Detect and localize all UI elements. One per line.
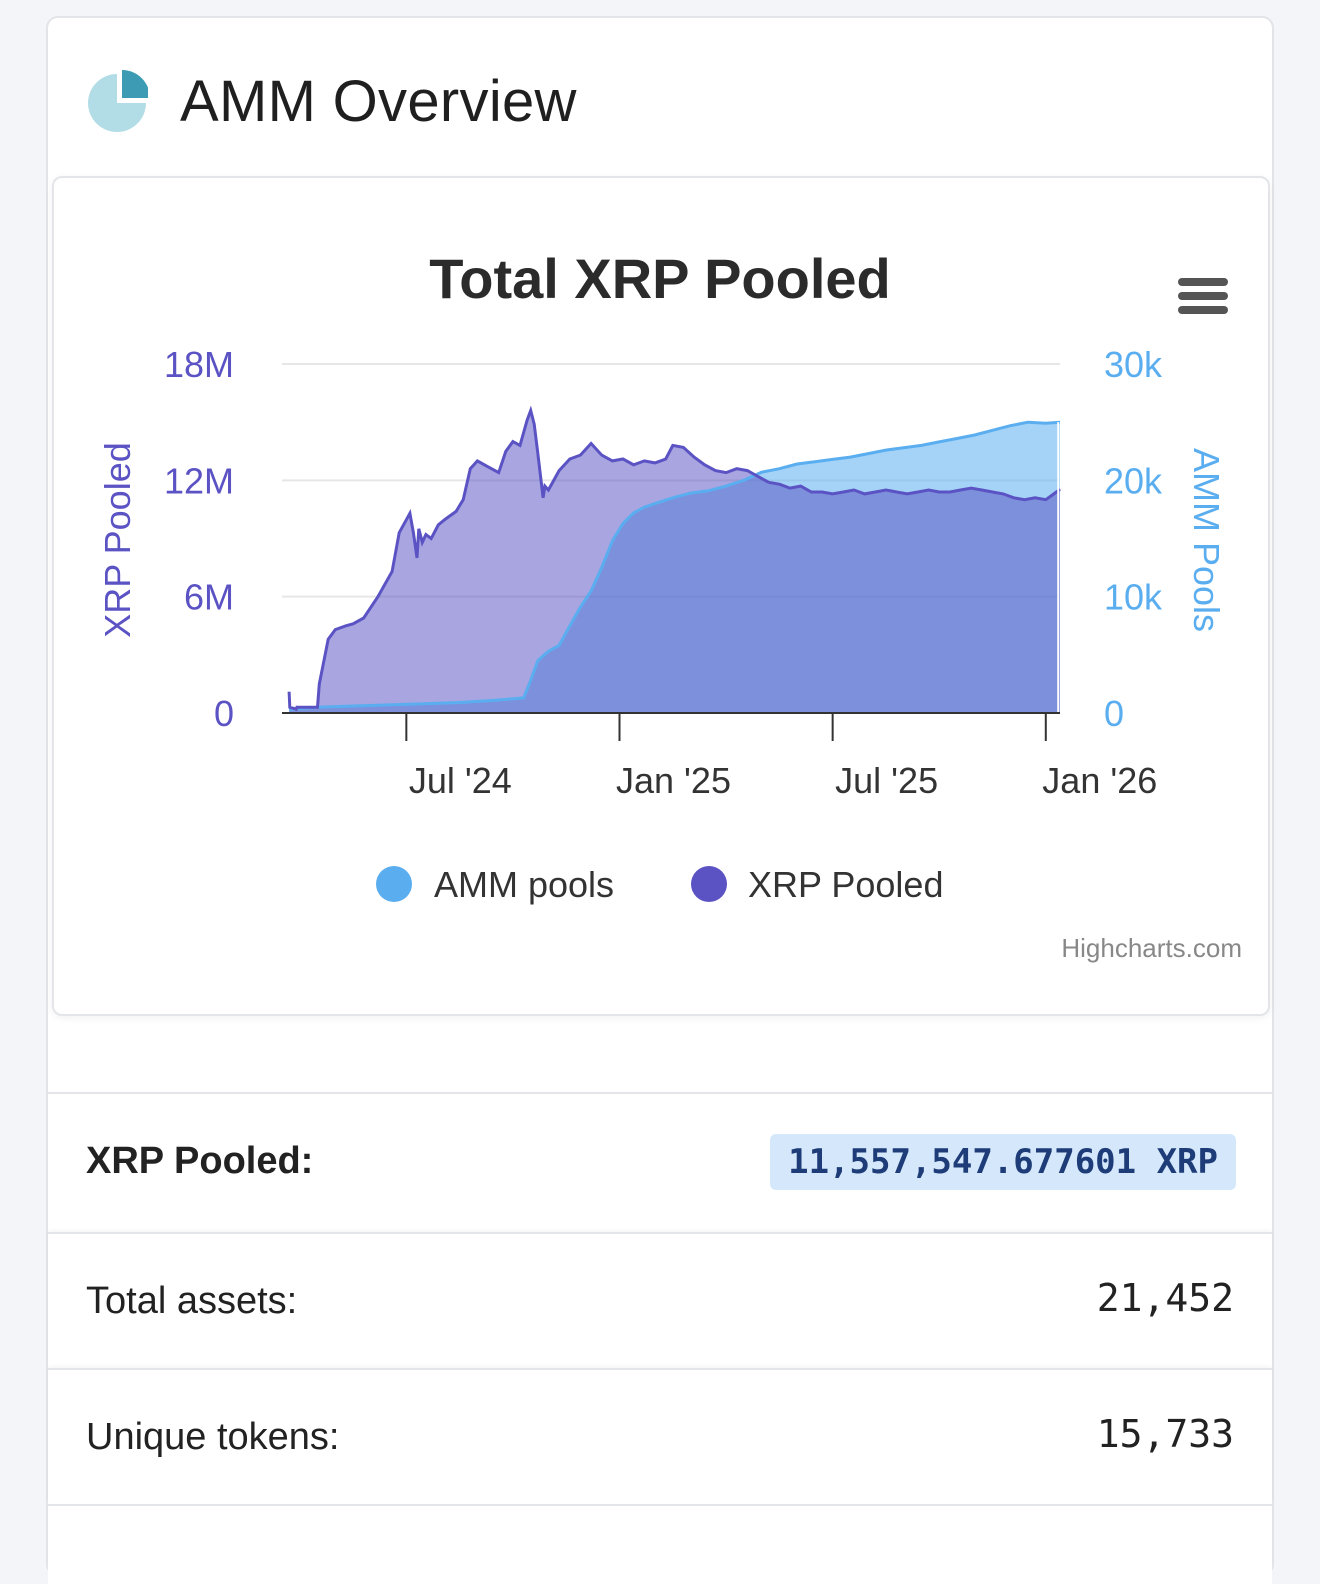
- highcharts-credit[interactable]: Highcharts.com: [1061, 933, 1242, 963]
- legend-item-xrp-pooled[interactable]: XRP Pooled: [691, 864, 943, 905]
- xrp-pooled-value-badge: 11,557,547.677601 XRP: [770, 1134, 1236, 1190]
- pie-chart-icon: [88, 70, 148, 132]
- xrp-pooled-area: [289, 410, 1061, 713]
- unique-tokens-row: Unique tokens: 15,733: [48, 1368, 1272, 1502]
- next-stat-row: [48, 1504, 1272, 1584]
- x-tick-label: Jul '25: [835, 760, 938, 801]
- y-left-tick-label: 0: [214, 693, 234, 734]
- amm-pools-line: [288, 420, 1061, 711]
- total-assets-label: Total assets:: [86, 1280, 298, 1322]
- legend-item-amm-pools[interactable]: AMM pools: [376, 864, 614, 905]
- total-assets-value: 21,452: [1096, 1276, 1234, 1320]
- chart-title: Total XRP Pooled: [429, 247, 891, 310]
- x-tick-label: Jan '25: [616, 760, 731, 801]
- y-right-tick-label: 30k: [1104, 344, 1163, 385]
- legend-label-amm-pools: AMM pools: [434, 864, 614, 905]
- y-right-tick-label: 0: [1104, 693, 1124, 734]
- chart-menu-button[interactable]: [1172, 272, 1232, 322]
- unique-tokens-value: 15,733: [1096, 1412, 1234, 1456]
- chart-panel: Total XRP Pooled 0 6M 12M 18M 0 10k 20k 30k Jul …: [52, 176, 1270, 1016]
- xrp-pooled-row: XRP Pooled: 11,557,547.677601 XRP: [48, 1092, 1272, 1230]
- y-left-tick-label: 6M: [184, 577, 234, 618]
- y-axis-right-title: AMM Pools: [1186, 448, 1227, 632]
- card-header: AMM Overview: [48, 18, 1272, 174]
- y-left-tick-label: 12M: [164, 460, 234, 501]
- x-tick-label: Jul '24: [409, 760, 512, 801]
- hamburger-menu-icon: [1178, 278, 1228, 314]
- legend-marker-xrp-pooled: [691, 866, 727, 902]
- total-assets-row: Total assets: 21,452: [48, 1232, 1272, 1366]
- xrp-pooled-line: [287, 405, 1061, 711]
- x-tick-label: Jan '26: [1042, 760, 1157, 801]
- y-right-tick-label: 20k: [1104, 460, 1163, 501]
- unique-tokens-label: Unique tokens:: [86, 1416, 340, 1458]
- legend-label-xrp-pooled: XRP Pooled: [748, 864, 943, 905]
- y-axis-left-title: XRP Pooled: [97, 442, 138, 637]
- legend-marker-amm-pools: [376, 866, 412, 902]
- page-title: AMM Overview: [180, 69, 577, 134]
- legend: AMM pools XRP Pooled: [376, 864, 943, 905]
- y-left-tick-label: 18M: [164, 344, 234, 385]
- total-xrp-pooled-chart: Total XRP Pooled 0 6M 12M 18M 0 10k 20k 30k Jul …: [97, 247, 1242, 963]
- xrp-pooled-label: XRP Pooled:: [86, 1140, 314, 1182]
- amm-overview-card: AMM Overview Total XRP Pooled 0 6M 12M 18M 0…: [46, 16, 1274, 1584]
- y-right-tick-label: 10k: [1104, 577, 1163, 618]
